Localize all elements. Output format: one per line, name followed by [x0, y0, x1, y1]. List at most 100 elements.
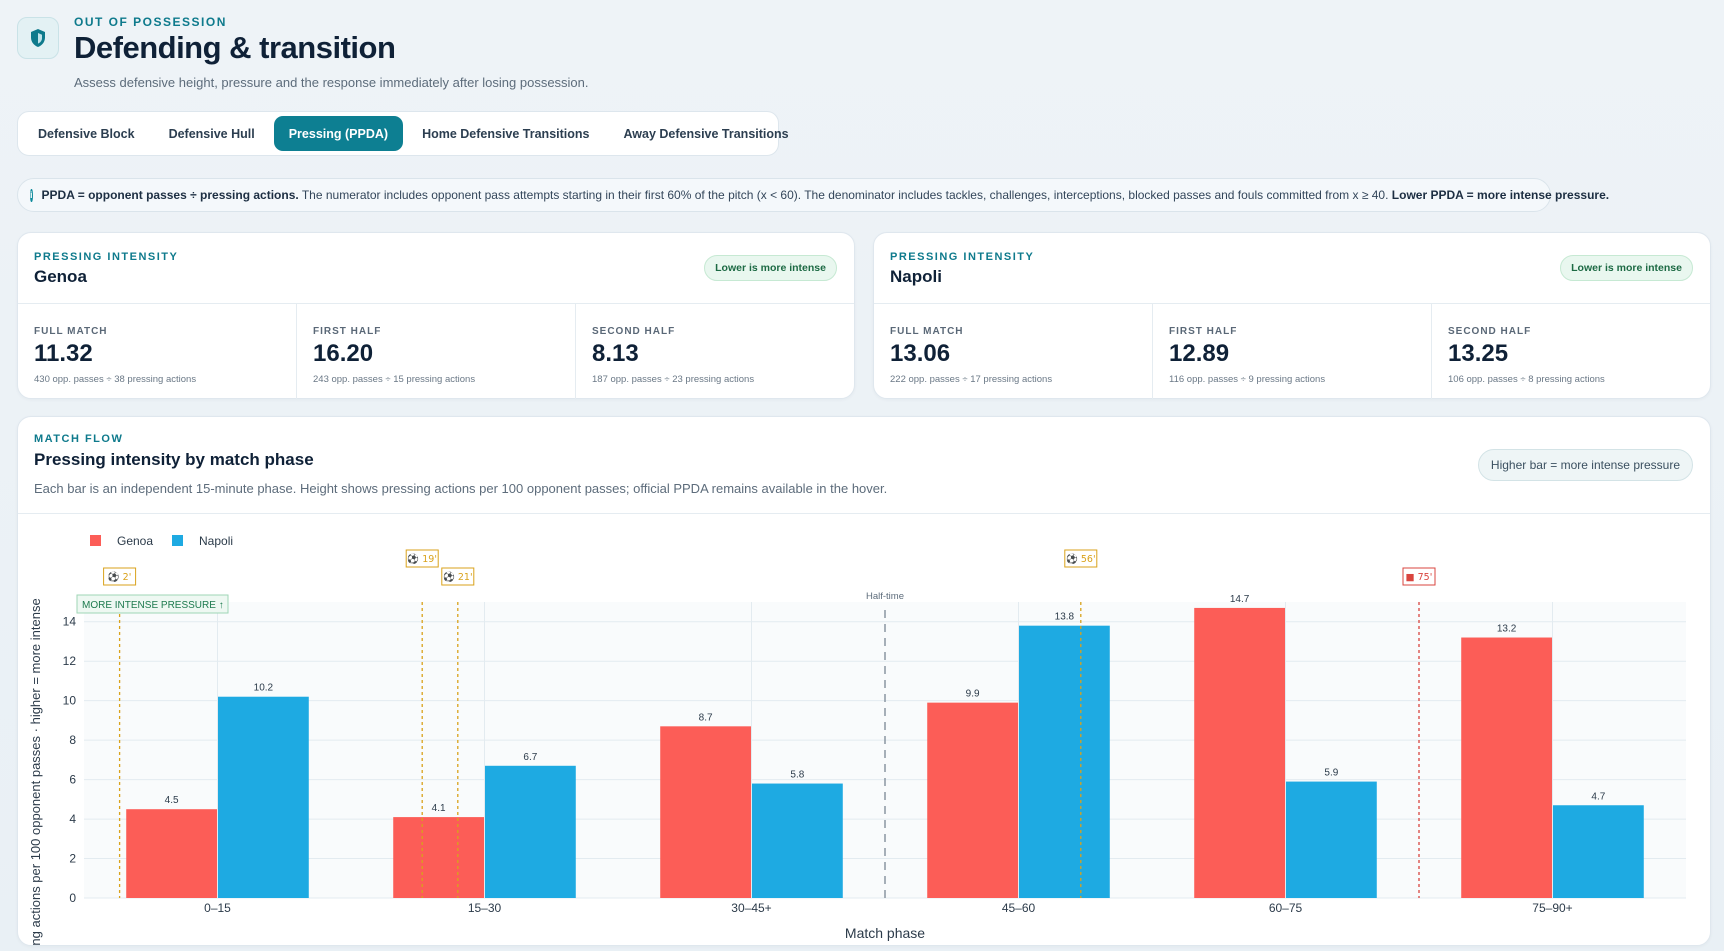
- bar-napoli: [485, 765, 576, 898]
- stat-value: 13.25: [1448, 340, 1509, 367]
- x-tick-label: 30–45+: [731, 901, 771, 915]
- bar-napoli: [1286, 781, 1377, 898]
- chart-eyebrow: MATCH FLOW: [34, 433, 124, 445]
- y-tick-label: 10: [63, 694, 77, 708]
- goal-marker: ⚽ 2': [107, 571, 132, 583]
- bar-napoli: [1553, 805, 1644, 898]
- stat-label: SECOND HALF: [592, 326, 676, 337]
- stat-label: SECOND HALF: [1448, 326, 1532, 337]
- page-eyebrow: OUT OF POSSESSION: [74, 15, 227, 29]
- x-axis-title: Match phase: [845, 925, 925, 941]
- x-tick-label: 15–30: [468, 901, 502, 915]
- page-title: Defending & transition: [74, 30, 396, 65]
- y-axis-title: Pressing actions per 100 opponent passes…: [28, 598, 43, 946]
- stat-note: 106 opp. passes ÷ 8 pressing actions: [1448, 374, 1605, 385]
- goal-marker: ⚽ 56': [1065, 553, 1096, 565]
- stat-second-half: SECOND HALF 8.13 187 opp. passes ÷ 23 pr…: [576, 304, 854, 400]
- data-label: 9.9: [966, 689, 980, 700]
- stat-label: FIRST HALF: [313, 326, 382, 337]
- info-icon: i: [30, 188, 33, 202]
- chart-title: Pressing intensity by match phase: [34, 450, 314, 469]
- red-card-marker: ■ 75': [1406, 572, 1433, 583]
- stat-note: 243 opp. passes ÷ 15 pressing actions: [313, 374, 476, 385]
- divider: [18, 513, 1710, 514]
- stat-note: 430 opp. passes ÷ 38 pressing actions: [34, 374, 197, 385]
- bar-genoa: [126, 809, 217, 898]
- data-label: 13.8: [1055, 612, 1075, 623]
- y-tick-label: 2: [69, 852, 76, 866]
- pressing-bar-chart[interactable]: 0 2 4 6 8 10 12 14 4.5 4.1 8.7 9.9 14.7 13.2 10.2 6.7 5.…: [18, 514, 1711, 946]
- lower-is-more-intense-badge: Lower is more intense: [1560, 255, 1693, 281]
- data-label: 10.2: [254, 683, 274, 694]
- stat-note: 187 opp. passes ÷ 23 pressing actions: [592, 374, 755, 385]
- team-name: Napoli: [890, 267, 942, 286]
- ppda-info-banner: i PPDA = opponent passes ÷ pressing acti…: [17, 178, 1609, 212]
- stat-row: FULL MATCH 11.32 430 opp. passes ÷ 38 pr…: [18, 303, 854, 400]
- team-card-genoa: PRESSING INTENSITY Genoa Lower is more i…: [17, 232, 855, 400]
- bar-napoli: [752, 783, 843, 898]
- stat-full-match: FULL MATCH 13.06 222 opp. passes ÷ 17 pr…: [874, 304, 1153, 400]
- y-tick-label: 6: [69, 773, 76, 787]
- data-label: 6.7: [523, 752, 537, 763]
- stat-second-half: SECOND HALF 13.25 106 opp. passes ÷ 8 pr…: [1432, 304, 1710, 400]
- more-intense-pressure-annotation: MORE INTENSE PRESSURE ↑: [82, 600, 224, 611]
- event-marker-box: [103, 567, 137, 586]
- card-eyebrow: PRESSING INTENSITY: [34, 251, 179, 263]
- y-tick-label: 4: [69, 812, 76, 826]
- lower-is-more-intense-badge: Lower is more intense: [704, 255, 837, 281]
- stat-value: 12.89: [1169, 340, 1230, 367]
- x-tick-label: 0–15: [204, 901, 231, 915]
- legend-swatch-napoli: [172, 535, 183, 546]
- chart-subtitle: Each bar is an independent 15-minute pha…: [34, 481, 888, 496]
- y-tick-label: 14: [63, 615, 77, 629]
- tab-home-defensive-transitions[interactable]: Home Defensive Transitions: [422, 126, 590, 141]
- info-text: The numerator includes opponent pass att…: [298, 188, 1392, 202]
- stat-first-half: FIRST HALF 16.20 243 opp. passes ÷ 15 pr…: [297, 304, 576, 400]
- halftime-label: Half-time: [866, 591, 904, 602]
- bar-genoa: [1461, 637, 1552, 898]
- y-tick-label: 12: [63, 654, 77, 668]
- bar-genoa: [660, 726, 751, 898]
- stat-row: FULL MATCH 13.06 222 opp. passes ÷ 17 pr…: [874, 303, 1710, 400]
- match-flow-card: MATCH FLOW Pressing intensity by match p…: [17, 416, 1711, 946]
- event-marker-box: [441, 567, 475, 586]
- goal-marker: ⚽ 21': [442, 571, 473, 583]
- page-subtitle: Assess defensive height, pressure and th…: [74, 75, 589, 90]
- data-label: 4.1: [432, 803, 446, 814]
- data-label: 8.7: [699, 712, 713, 723]
- data-label: 4.5: [165, 795, 179, 806]
- stat-note: 222 opp. passes ÷ 17 pressing actions: [890, 374, 1053, 385]
- stat-value: 11.32: [34, 340, 93, 367]
- data-label: 13.2: [1497, 624, 1517, 635]
- goal-marker: ⚽ 19': [406, 553, 437, 565]
- tab-pressing-ppda[interactable]: Pressing (PPDA): [273, 116, 404, 151]
- bar-napoli: [218, 696, 309, 898]
- data-label: 5.9: [1324, 768, 1338, 779]
- tab-defensive-block[interactable]: Defensive Block: [38, 126, 135, 141]
- stat-label: FULL MATCH: [890, 326, 964, 337]
- tab-defensive-hull[interactable]: Defensive Hull: [168, 126, 255, 141]
- team-card-napoli: PRESSING INTENSITY Napoli Lower is more …: [873, 232, 1711, 400]
- event-marker-box: [405, 549, 439, 568]
- bar-genoa: [393, 817, 484, 898]
- info-definition: PPDA = opponent passes ÷ pressing action…: [41, 188, 299, 202]
- tab-away-defensive-transitions[interactable]: Away Defensive Transitions: [623, 126, 789, 141]
- x-tick-label: 45–60: [1002, 901, 1036, 915]
- annotation-box: [76, 594, 229, 614]
- stat-full-match: FULL MATCH 11.32 430 opp. passes ÷ 38 pr…: [18, 304, 297, 400]
- stat-note: 116 opp. passes ÷ 9 pressing actions: [1169, 374, 1326, 385]
- legend-swatch-genoa: [90, 535, 101, 546]
- x-tick-label: 75–90+: [1532, 901, 1572, 915]
- event-marker-box: [1402, 567, 1436, 586]
- bar-napoli: [1019, 625, 1110, 898]
- bar-genoa: [927, 702, 1018, 898]
- legend-label-genoa: Genoa: [117, 534, 153, 548]
- higher-bar-badge: Higher bar = more intense pressure: [1477, 449, 1693, 481]
- stat-value: 13.06: [890, 340, 951, 367]
- stat-label: FIRST HALF: [1169, 326, 1238, 337]
- x-tick-label: 60–75: [1269, 901, 1303, 915]
- data-label: 4.7: [1591, 791, 1605, 802]
- stat-value: 8.13: [592, 340, 639, 367]
- shield-icon: [17, 17, 59, 59]
- card-eyebrow: PRESSING INTENSITY: [890, 251, 1035, 263]
